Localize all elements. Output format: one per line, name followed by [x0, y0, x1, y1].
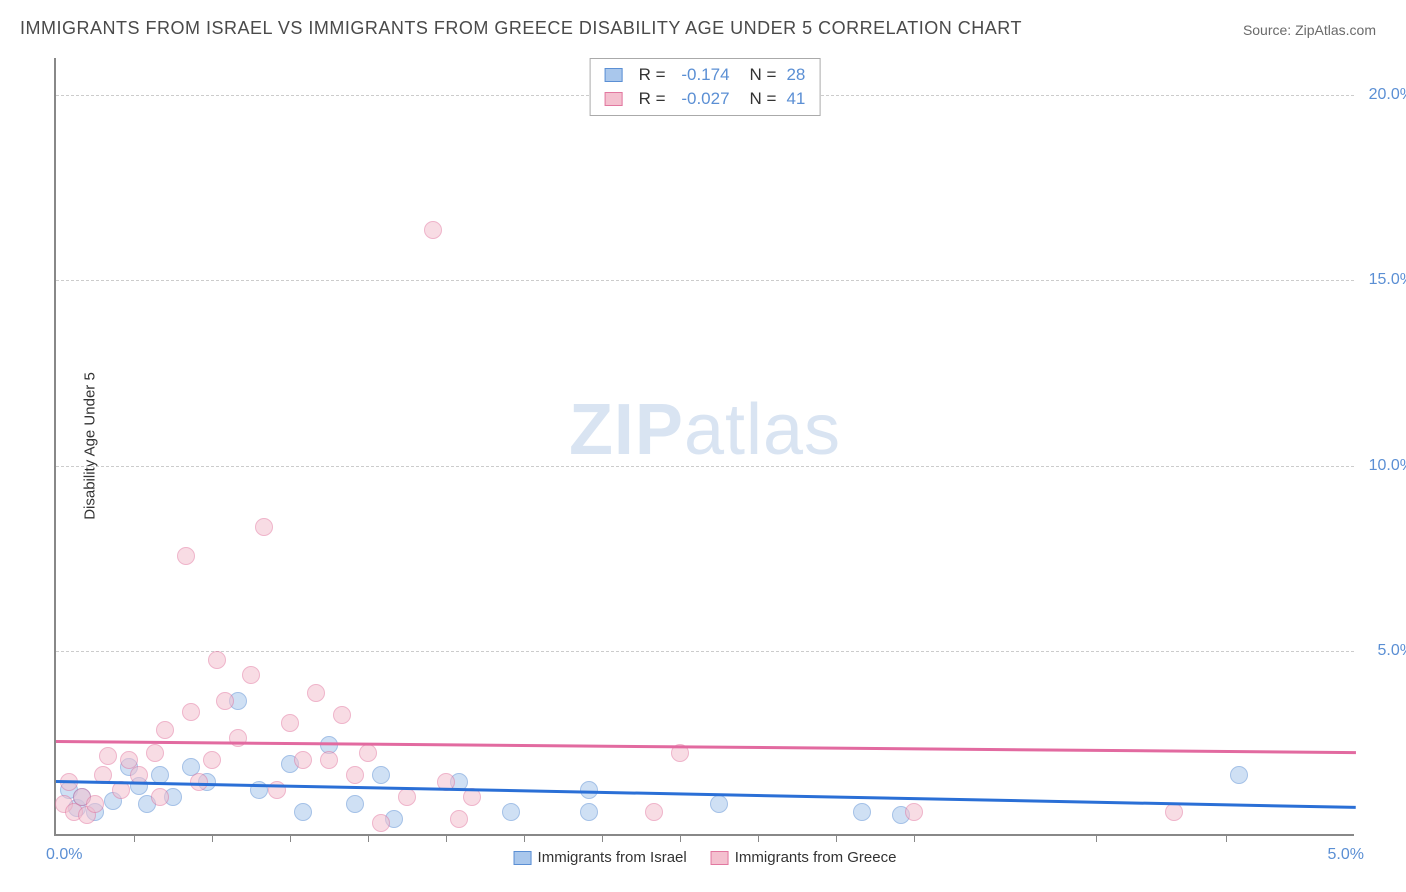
data-point — [307, 684, 325, 702]
n-value-greece: 41 — [786, 89, 805, 109]
legend-swatch-greece — [605, 92, 623, 106]
x-tick — [446, 834, 447, 842]
data-point — [905, 803, 923, 821]
x-tick — [524, 834, 525, 842]
x-tick — [914, 834, 915, 842]
gridline — [56, 651, 1354, 652]
y-axis-title: Disability Age Under 5 — [81, 372, 98, 520]
data-point — [177, 547, 195, 565]
n-value-israel: 28 — [786, 65, 805, 85]
data-point — [424, 221, 442, 239]
data-point — [580, 803, 598, 821]
data-point — [1230, 766, 1248, 784]
x-tick — [290, 834, 291, 842]
n-label: N = — [750, 89, 777, 109]
x-tick — [758, 834, 759, 842]
legend-swatch-israel — [514, 851, 532, 865]
data-point — [359, 744, 377, 762]
data-point — [450, 810, 468, 828]
data-point — [203, 751, 221, 769]
data-point — [320, 751, 338, 769]
data-point — [372, 814, 390, 832]
plot-area: ZIPatlas Disability Age Under 5 5.0%10.0… — [54, 58, 1354, 836]
legend-swatch-israel — [605, 68, 623, 82]
x-tick — [134, 834, 135, 842]
data-point — [333, 706, 351, 724]
legend-item-israel: Immigrants from Israel — [514, 849, 687, 866]
n-label: N = — [750, 65, 777, 85]
x-tick — [836, 834, 837, 842]
stats-legend-row: R = -0.174 N = 28 — [605, 63, 806, 87]
data-point — [156, 721, 174, 739]
gridline — [56, 466, 1354, 467]
x-tick — [212, 834, 213, 842]
source-label: Source: ZipAtlas.com — [1243, 22, 1376, 38]
data-point — [1165, 803, 1183, 821]
data-point — [710, 795, 728, 813]
r-label: R = — [639, 89, 666, 109]
data-point — [208, 651, 226, 669]
r-value-israel: -0.174 — [676, 65, 730, 85]
chart-title: IMMIGRANTS FROM ISRAEL VS IMMIGRANTS FRO… — [20, 18, 1022, 39]
x-tick-label-max: 5.0% — [1328, 846, 1364, 864]
legend-swatch-greece — [711, 851, 729, 865]
y-tick-label: 15.0% — [1369, 271, 1406, 289]
x-tick — [1226, 834, 1227, 842]
stats-legend-row: R = -0.027 N = 41 — [605, 87, 806, 111]
trend-line — [56, 740, 1356, 754]
stats-legend: R = -0.174 N = 28 R = -0.027 N = 41 — [590, 58, 821, 116]
data-point — [268, 781, 286, 799]
r-label: R = — [639, 65, 666, 85]
data-point — [372, 766, 390, 784]
data-point — [502, 803, 520, 821]
data-point — [294, 803, 312, 821]
x-tick — [368, 834, 369, 842]
y-tick-label: 20.0% — [1369, 86, 1406, 104]
x-tick — [680, 834, 681, 842]
y-tick-label: 10.0% — [1369, 457, 1406, 475]
legend-item-greece: Immigrants from Greece — [711, 849, 897, 866]
gridline — [56, 280, 1354, 281]
data-point — [346, 766, 364, 784]
data-point — [182, 703, 200, 721]
series-legend: Immigrants from Israel Immigrants from G… — [514, 849, 897, 866]
legend-label: Immigrants from Greece — [735, 849, 897, 866]
data-point — [281, 714, 299, 732]
data-point — [146, 744, 164, 762]
data-point — [853, 803, 871, 821]
data-point — [242, 666, 260, 684]
data-point — [86, 795, 104, 813]
data-point — [294, 751, 312, 769]
watermark: ZIPatlas — [569, 389, 841, 471]
data-point — [398, 788, 416, 806]
x-tick — [1096, 834, 1097, 842]
legend-label: Immigrants from Israel — [538, 849, 687, 866]
r-value-greece: -0.027 — [676, 89, 730, 109]
data-point — [216, 692, 234, 710]
x-tick-label-min: 0.0% — [46, 846, 82, 864]
data-point — [255, 518, 273, 536]
data-point — [99, 747, 117, 765]
data-point — [151, 788, 169, 806]
data-point — [645, 803, 663, 821]
data-point — [346, 795, 364, 813]
x-tick — [602, 834, 603, 842]
y-tick-label: 5.0% — [1378, 642, 1406, 660]
